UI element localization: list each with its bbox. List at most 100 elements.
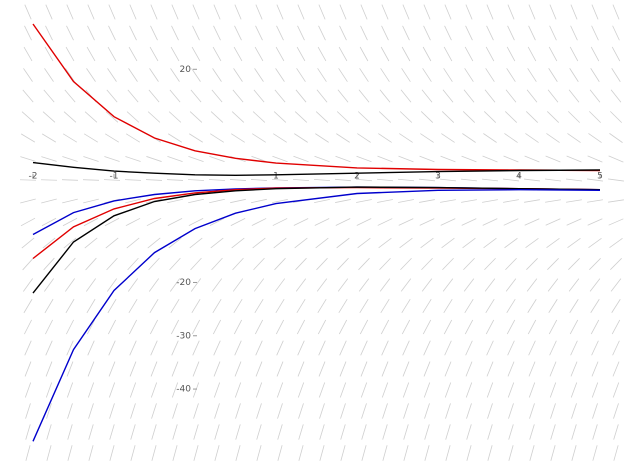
field-arrow [319, 403, 325, 419]
field-arrow [40, 179, 58, 181]
field-arrow [588, 237, 602, 249]
field-arrow [87, 382, 95, 398]
field-arrow [356, 218, 372, 226]
field-arrow [461, 178, 477, 182]
field-arrow [129, 382, 137, 398]
field-arrow [166, 179, 184, 181]
field-arrow [106, 89, 118, 103]
field-arrow [213, 25, 221, 41]
field-arrow [253, 278, 265, 292]
field-arrow [296, 298, 306, 314]
field-arrow [130, 424, 136, 440]
field-arrow [503, 199, 519, 203]
field-arrow [83, 156, 99, 162]
field-arrow [443, 319, 453, 335]
field-arrow [402, 382, 410, 398]
field-arrow [503, 218, 519, 226]
field-arrow [109, 445, 115, 461]
field-arrow [590, 319, 600, 335]
field-arrow [66, 319, 74, 335]
field-arrow [256, 403, 262, 419]
field-arrow [379, 278, 391, 292]
field-arrow [377, 218, 393, 226]
field-arrow [130, 445, 136, 461]
field-arrow [589, 278, 601, 292]
field-arrow [444, 382, 452, 398]
field-arrow [191, 298, 201, 314]
field-arrow [103, 179, 121, 181]
field-arrow [61, 179, 79, 181]
field-arrow [189, 111, 203, 123]
field-arrow [337, 257, 349, 271]
y-tick-label: -40 [176, 385, 191, 395]
field-arrow [128, 319, 138, 335]
field-arrow [150, 340, 158, 356]
field-arrow [337, 89, 349, 103]
field-arrow [46, 403, 52, 419]
field-arrow [43, 257, 55, 271]
field-arrow [276, 340, 284, 356]
field-arrow [46, 445, 52, 461]
field-arrow [421, 278, 433, 292]
field-arrow [419, 218, 435, 226]
field-arrow [421, 257, 433, 271]
field-arrow [382, 445, 388, 461]
field-arrow [401, 46, 411, 62]
field-arrow [231, 111, 245, 123]
field-arrow [145, 179, 163, 181]
field-arrow [126, 237, 140, 249]
field-arrow [611, 319, 621, 335]
field-arrow [208, 179, 226, 181]
field-arrow [191, 68, 201, 82]
field-arrow [87, 319, 95, 335]
field-arrow [273, 133, 287, 143]
field-arrow [88, 424, 94, 440]
field-arrow [62, 133, 78, 143]
field-arrow [172, 424, 178, 440]
field-arrow [273, 111, 287, 123]
field-arrow [444, 340, 452, 356]
field-arrow [210, 237, 224, 249]
field-arrow [442, 89, 454, 103]
field-arrow [66, 25, 74, 41]
field-arrow [188, 198, 204, 204]
field-arrow [461, 155, 477, 163]
field-arrow [360, 340, 368, 356]
field-arrow [147, 111, 161, 123]
field-arrow [272, 155, 288, 163]
field-arrow [148, 278, 160, 292]
field-arrow [529, 445, 535, 461]
field-arrow [505, 89, 517, 103]
field-arrow [67, 403, 73, 419]
field-arrow [528, 361, 536, 377]
field-arrow [253, 89, 265, 103]
field-arrow [233, 319, 243, 335]
field-arrow [587, 199, 603, 203]
field-arrow [336, 133, 350, 143]
field-arrow [316, 89, 328, 103]
field-arrow [482, 178, 498, 182]
field-arrow [41, 133, 57, 143]
field-arrow [549, 4, 557, 20]
field-arrow [608, 155, 624, 163]
field-arrow [545, 199, 561, 203]
field-arrow [612, 340, 620, 356]
field-arrow [210, 111, 224, 123]
field-arrow [65, 298, 75, 314]
field-arrow [339, 382, 347, 398]
field-arrow [108, 340, 116, 356]
field-arrow [129, 4, 137, 20]
field-arrow [319, 424, 325, 440]
field-arrow [402, 25, 410, 41]
field-arrow [378, 237, 392, 249]
field-arrow [464, 299, 474, 313]
field-arrow [315, 237, 329, 249]
field-arrow [254, 46, 264, 62]
field-arrow [462, 133, 476, 143]
field-arrow [528, 4, 536, 20]
field-arrow [151, 403, 157, 419]
field-arrow [295, 257, 307, 271]
field-arrow [571, 424, 577, 440]
field-arrow [298, 403, 304, 419]
field-arrow [441, 237, 455, 249]
